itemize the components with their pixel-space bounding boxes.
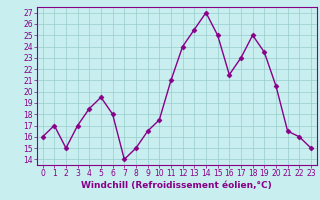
X-axis label: Windchill (Refroidissement éolien,°C): Windchill (Refroidissement éolien,°C) xyxy=(81,181,272,190)
